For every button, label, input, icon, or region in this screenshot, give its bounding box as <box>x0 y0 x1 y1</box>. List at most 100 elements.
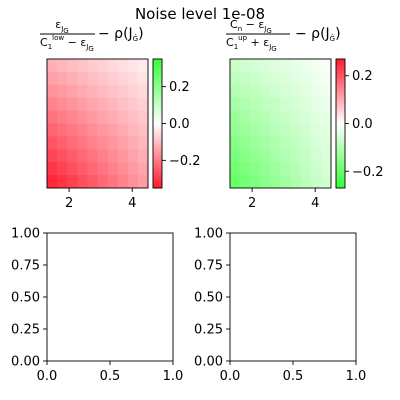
panel1-cell <box>97 149 108 163</box>
panel2-cell <box>250 162 261 176</box>
panel1-colorbar-tick-label: 0.2 <box>169 80 190 95</box>
panel1-cell <box>137 97 149 111</box>
panel2-cell <box>280 123 291 137</box>
panel2-cell <box>240 71 251 86</box>
panel1-cell <box>77 59 88 73</box>
panel2-colorbar-segment <box>336 151 345 155</box>
panel1-cell <box>97 175 108 189</box>
panel2-colorbar-segment <box>336 119 345 122</box>
panel1-colorbar-segment <box>153 119 162 122</box>
panel2-colorbar-segment <box>336 103 345 106</box>
panel1-cell <box>47 84 58 99</box>
panel2-cell <box>260 123 271 137</box>
panel2-colorbar-segment <box>336 87 345 90</box>
panel2-cell <box>250 149 261 163</box>
panel1-cell <box>127 71 139 86</box>
panel1-cell <box>67 110 78 124</box>
panel2-cell <box>240 97 251 111</box>
panel1-colorbar-segment <box>153 111 162 114</box>
panel2-colorbar-segment <box>336 181 345 185</box>
panel2-colorbar-segment <box>336 145 345 149</box>
panel2-colorbar-segment <box>336 157 345 161</box>
panel2-colorbar-segment <box>336 101 345 104</box>
panel1-cell <box>77 175 88 189</box>
panel1-cell <box>107 71 119 86</box>
panel2-cell <box>250 175 261 189</box>
panel1-colorbar-segment <box>153 67 162 70</box>
panel2-cell <box>250 84 261 99</box>
panel2-colorbar-segment <box>336 77 345 80</box>
panel2-x-tick-label: 2 <box>248 196 256 211</box>
panel1-cell <box>117 162 129 176</box>
panel2-colorbar-segment <box>336 115 345 118</box>
panel2-cell <box>260 162 271 176</box>
panel2-cell <box>250 71 261 86</box>
panel2-cell <box>320 59 332 73</box>
panel2-colorbar-segment <box>336 165 345 169</box>
panel2-colorbar-segment <box>336 163 345 167</box>
panel2-colorbar-segment <box>336 127 345 130</box>
panel2-colorbar-segment <box>336 113 345 116</box>
panel1-colorbar-segment <box>153 65 162 68</box>
panel2-colorbar-segment <box>336 83 345 86</box>
panel2-colorbar-segment <box>336 89 345 92</box>
panel2-cell <box>270 110 281 124</box>
panel2-colorbar-segment <box>336 161 345 165</box>
panel2-cell <box>310 110 322 124</box>
panel2-cell <box>290 71 302 86</box>
panel2-cell <box>230 97 241 111</box>
panel1-cell <box>127 149 139 163</box>
panel1-cell <box>117 123 129 137</box>
panel1-colorbar-segment <box>153 91 162 94</box>
panel2-cell <box>250 97 261 111</box>
panel2-cell <box>300 149 312 163</box>
panel1-cell <box>117 97 129 111</box>
panel1-cell <box>107 162 119 176</box>
panel1-colorbar-segment <box>153 99 162 102</box>
panel1-cell <box>137 71 149 86</box>
panel1-cell <box>57 59 68 73</box>
panel1-cell <box>47 71 58 86</box>
panel1-cell <box>97 59 108 73</box>
panel1-cell <box>107 149 119 163</box>
panel1-cell <box>77 97 88 111</box>
panel2-cell <box>260 149 271 163</box>
panel2-cell <box>240 149 251 163</box>
panel2-cell <box>260 136 271 150</box>
panel1-cell <box>87 110 98 124</box>
panel1-cell <box>47 136 58 150</box>
panel2-colorbar-segment <box>336 173 345 177</box>
panel2-colorbar-segment <box>336 171 345 175</box>
panel2-cell <box>320 136 332 150</box>
panel2-cell <box>290 84 302 99</box>
panel1-cell <box>137 162 149 176</box>
panel2-cell <box>300 136 312 150</box>
panel1-colorbar-segment <box>153 97 162 100</box>
panel2-colorbar-segment <box>336 107 345 110</box>
panel2-x-tick-label: 4 <box>311 196 319 211</box>
panel1-cell <box>67 59 78 73</box>
panel1-colorbar-segment <box>153 85 162 88</box>
panel3-x-tick-label: 0.0 <box>37 369 58 384</box>
panel1-colorbar-segment <box>153 75 162 78</box>
panel2-colorbar-segment <box>336 183 345 187</box>
panel2-cell <box>230 175 241 189</box>
panel2-cell <box>270 175 281 189</box>
panel1-cell <box>87 162 98 176</box>
panel2-cell <box>290 149 302 163</box>
panel2-cell <box>300 71 312 86</box>
panel2-cell <box>240 175 251 189</box>
panel2-colorbar-segment <box>336 155 345 159</box>
panel1-colorbar-segment <box>153 71 162 74</box>
panel2-colorbar-segment <box>336 133 345 136</box>
panel2-colorbar-segment <box>336 85 345 88</box>
panel1-colorbar-segment <box>153 115 162 118</box>
panel1-colorbar-segment <box>153 69 162 72</box>
panel2-cell <box>230 59 241 73</box>
panel2-colorbar-segment <box>336 139 345 143</box>
panel2-cell <box>250 136 261 150</box>
panel2-cell <box>260 71 271 86</box>
panel1-colorbar-segment <box>153 175 162 179</box>
panel1-colorbar-segment <box>153 155 162 159</box>
